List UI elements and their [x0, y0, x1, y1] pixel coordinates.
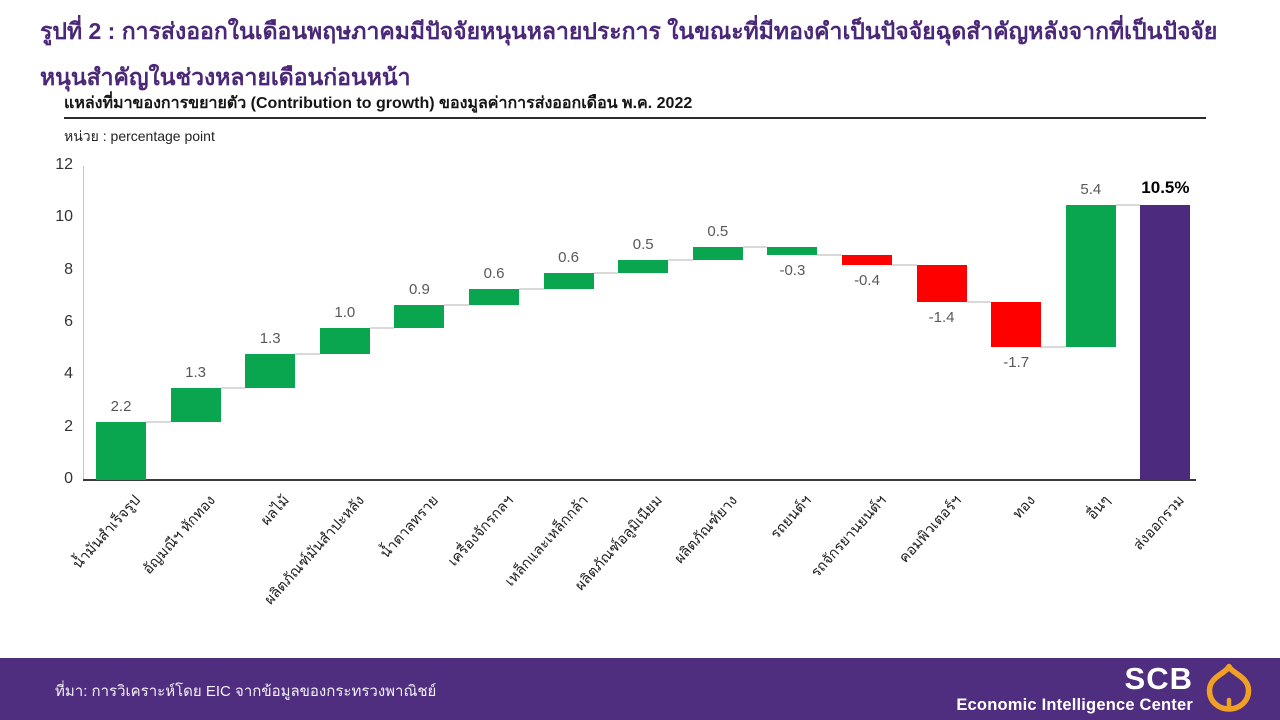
- waterfall-bar: [916, 265, 967, 303]
- y-axis-tick-label: 8: [64, 260, 73, 278]
- waterfall-bar: [469, 288, 519, 305]
- bar-value-label: -0.3: [779, 261, 806, 279]
- bar-value-label: 1.3: [259, 330, 281, 348]
- waterfall-bar: [991, 302, 1042, 347]
- y-axis-tick-label: 4: [64, 365, 73, 383]
- connector-line: [519, 287, 544, 290]
- scb-eic-logo: SCB Economic Intelligence Center: [956, 663, 1254, 714]
- connector-line: [220, 387, 246, 390]
- connector-line: [668, 259, 693, 262]
- chart-subtitle: แหล่งที่มาของการขยายตัว (Contribution to…: [64, 95, 693, 112]
- connector-line: [593, 272, 619, 275]
- waterfall-bar: [692, 247, 743, 261]
- bar-value-label: 1.3: [185, 364, 207, 382]
- footer-bar: ที่มา: การวิเคราะห์โดย EIC จากข้อมูลของก…: [0, 658, 1280, 720]
- bar-value-label: -0.4: [854, 272, 880, 290]
- waterfall-bar: [767, 247, 818, 255]
- bar-value-label: 0.5: [632, 236, 654, 254]
- category-label: รถจักรยานยนต์ฯ: [808, 492, 890, 581]
- y-axis-tick-label: 12: [55, 156, 73, 173]
- connector-line: [892, 264, 917, 267]
- waterfall-bar: [170, 388, 221, 423]
- waterfall-bar: [245, 354, 296, 389]
- logo-scb-text: SCB: [1124, 661, 1193, 696]
- logo-text: SCB Economic Intelligence Center: [956, 663, 1193, 714]
- y-axis-tick-label: 10: [55, 208, 73, 226]
- waterfall-bar: [319, 328, 370, 355]
- connector-line: [369, 327, 395, 330]
- bar-value-label: 5.4: [1080, 181, 1102, 199]
- y-axis-tick-label: 6: [64, 313, 73, 330]
- bar-value-label: 10.5%: [1141, 178, 1190, 198]
- waterfall-bar: [1140, 205, 1191, 480]
- bar-value-label: 0.6: [558, 249, 580, 267]
- bar-value-label: -1.4: [928, 309, 955, 327]
- scb-leaf-icon: [1206, 664, 1252, 712]
- bar-value-label: 0.6: [483, 264, 505, 282]
- subtitle-divider: [64, 117, 1206, 119]
- figure-title: รูปที่ 2 : การส่งออกในเดือนพฤษภาคมมีปัจจ…: [40, 18, 1218, 90]
- bar-value-label: 2.2: [110, 398, 132, 416]
- y-axis-tick-label: 2: [64, 417, 73, 435]
- connector-line: [817, 253, 842, 256]
- waterfall-bar: [618, 260, 669, 274]
- waterfall-bar: [96, 422, 146, 480]
- waterfall-bar: [394, 304, 445, 329]
- connector-line: [295, 353, 320, 356]
- bar-value-label: 1.0: [334, 304, 356, 322]
- category-label: ส่งออกรวม: [1131, 492, 1189, 554]
- bar-value-label: 0.9: [408, 280, 430, 298]
- connector-line: [1115, 204, 1141, 207]
- connector-line: [444, 303, 469, 306]
- waterfall-bar: [842, 254, 892, 266]
- waterfall-bar: [1065, 205, 1116, 347]
- unit-label: หน่วย : percentage point: [64, 128, 215, 144]
- source-note: ที่มา: การวิเคราะห์โดย EIC จากข้อมูลของก…: [55, 683, 437, 700]
- connector-line: [146, 421, 171, 424]
- y-axis-tick-label: 0: [64, 470, 73, 487]
- bar-value-label: -1.7: [1003, 353, 1030, 371]
- bar-value-label: 0.5: [707, 223, 729, 241]
- waterfall-bar: [543, 273, 594, 289]
- y-axis-line: [83, 166, 84, 480]
- x-axis-line: [83, 479, 1196, 481]
- category-label: เครื่องจักรกลฯ: [445, 492, 517, 570]
- connector-line: [966, 301, 992, 304]
- connector-line: [742, 246, 768, 249]
- connector-line: [1041, 345, 1066, 348]
- logo-subtext: Economic Intelligence Center: [956, 696, 1193, 714]
